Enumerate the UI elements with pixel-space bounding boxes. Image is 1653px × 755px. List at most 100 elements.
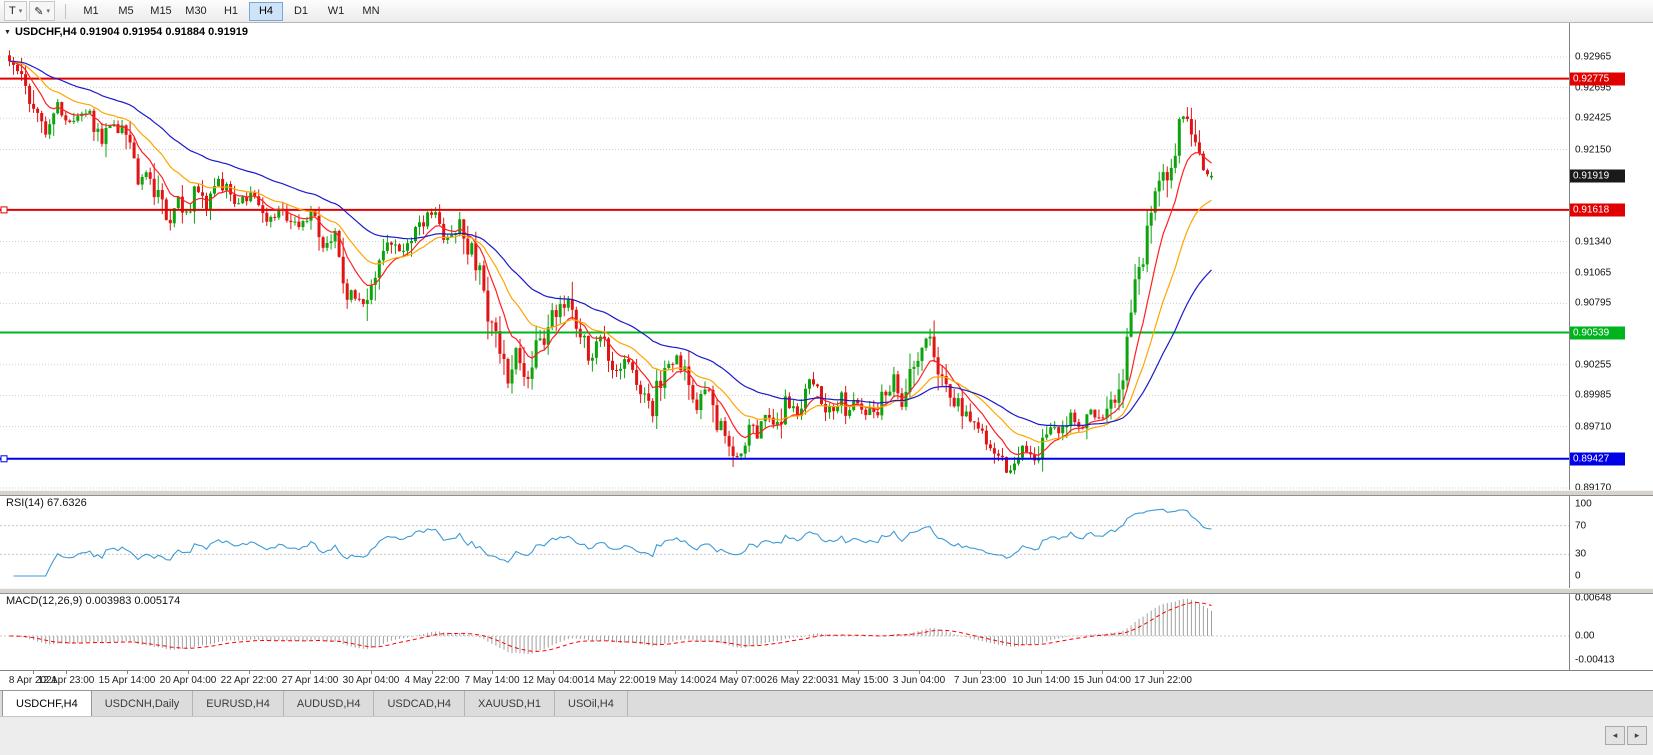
text-tool-button[interactable]: T ▾	[4, 1, 28, 21]
drawing-tool-button[interactable]: ✎ ▾	[29, 1, 55, 21]
price-badge-0.89427: 0.89427	[1570, 452, 1625, 466]
timeframe-m30[interactable]: M30	[185, 5, 207, 17]
grid-lines	[0, 56, 1569, 489]
chart-tabbar: USDCHF,H4 USDCNH,Daily EURUSD,H4 AUDUSD,H4 U…	[0, 690, 1653, 717]
time-tick	[553, 671, 554, 674]
ma-slow-line	[9, 60, 1212, 427]
splitter-price-rsi[interactable]	[0, 490, 1653, 496]
price-axis-label: 0.89710	[1575, 421, 1612, 433]
time-tick	[1102, 671, 1103, 674]
rsi-axis-label: 100	[1575, 498, 1592, 510]
rsi-label: RSI(14) 67.6326	[6, 497, 87, 509]
time-tick	[797, 671, 798, 674]
drawing-tool-icon: ✎	[34, 5, 44, 18]
price-scale[interactable]: 0.92965 0.92695 0.92425 0.92150 0.91340 0.910…	[1569, 22, 1653, 670]
timeframe-m5[interactable]: M5	[118, 5, 134, 17]
timeframe-h1[interactable]: H1	[223, 5, 239, 17]
tab-scrollbar: ◂ ▸	[1605, 726, 1647, 745]
time-tick	[188, 671, 189, 674]
ma-mid-line	[9, 60, 1212, 443]
time-tick	[33, 671, 34, 674]
tab-xauusd-h1[interactable]: XAUUSD,H1	[465, 691, 555, 717]
time-axis-label: 7 Jun 23:00	[953, 675, 1007, 686]
rsi-axis-label: 70	[1575, 520, 1587, 532]
tab-audusd-h4[interactable]: AUDUSD,H4	[284, 691, 375, 717]
time-tick	[858, 671, 859, 674]
time-axis-label: 26 May 22:00	[766, 675, 828, 686]
candles	[8, 50, 1213, 475]
ma-fast-line	[9, 60, 1212, 456]
time-axis-label: 20 Apr 04:00	[159, 675, 217, 686]
time-axis-label: 4 May 22:00	[404, 675, 460, 686]
tab-usdcnh-daily[interactable]: USDCNH,Daily	[92, 691, 194, 717]
toolbar-separator	[64, 3, 66, 19]
price-axis-label: 0.91065	[1575, 267, 1612, 279]
tab-usdchf-h4[interactable]: USDCHF,H4	[2, 691, 92, 717]
timeframe-mn[interactable]: MN	[362, 5, 380, 17]
hline-anchor[interactable]	[0, 206, 8, 214]
tab-eurusd-h4[interactable]: EURUSD,H4	[193, 691, 284, 717]
splitter-rsi-macd[interactable]	[0, 588, 1653, 594]
time-tick	[492, 671, 493, 674]
scroll-left-button[interactable]: ◂	[1605, 726, 1625, 745]
timeframe-m15[interactable]: M15	[150, 5, 172, 17]
price-axis-label: 0.90795	[1575, 297, 1612, 309]
price-axis-label: 0.90255	[1575, 359, 1612, 371]
price-axis-label: 0.92695	[1575, 82, 1612, 94]
macd-axis-label: 0.00648	[1575, 592, 1612, 604]
macd-canvas[interactable]	[0, 592, 1569, 670]
time-scale[interactable]: 8 Apr 2021 12 Apr 23:00 15 Apr 14:00 20 Apr…	[0, 670, 1653, 691]
price-chart-canvas[interactable]	[0, 22, 1569, 490]
price-chart-panel[interactable]: ▼ USDCHF,H4 0.91904 0.91954 0.91884 0.91…	[0, 22, 1569, 490]
text-tool-icon: T	[9, 5, 16, 17]
time-tick	[371, 671, 372, 674]
timeframe-m1[interactable]: M1	[83, 5, 99, 17]
time-axis-label: 14 May 22:00	[583, 675, 645, 686]
time-axis-label: 17 Jun 22:00	[1134, 675, 1192, 686]
rsi-canvas[interactable]	[0, 494, 1569, 588]
price-badge-0.91618: 0.91618	[1570, 203, 1625, 217]
rsi-panel[interactable]: RSI(14) 67.6326	[0, 494, 1569, 588]
price-badge-0.92775: 0.92775	[1570, 72, 1625, 86]
dropdown-caret-icon: ▾	[18, 8, 23, 15]
hline-anchor[interactable]	[0, 455, 8, 463]
macd-axis-label: 0.00	[1575, 630, 1595, 642]
time-axis-label: 15 Jun 04:00	[1073, 675, 1131, 686]
chart-collapse-arrow-icon[interactable]: ▼	[4, 28, 11, 36]
time-tick	[66, 671, 67, 674]
time-tick	[736, 671, 737, 674]
macd-axis-label: -0.00413	[1575, 654, 1615, 666]
timeframe-h4[interactable]: H4	[248, 1, 283, 21]
macd-panel[interactable]: MACD(12,26,9) 0.003983 0.005174	[0, 592, 1569, 670]
price-axis-label: 0.92425	[1575, 112, 1612, 124]
tab-usdcad-h4[interactable]: USDCAD,H4	[374, 691, 466, 717]
price-axis-label: 0.89170	[1575, 482, 1612, 494]
time-tick	[614, 671, 615, 674]
time-axis-label: 24 May 07:00	[705, 675, 767, 686]
time-axis-label: 7 May 14:00	[464, 675, 520, 686]
scroll-right-button[interactable]: ▸	[1627, 726, 1647, 745]
macd-label: MACD(12,26,9) 0.003983 0.005174	[6, 595, 181, 607]
dropdown-caret-icon: ▾	[46, 8, 50, 15]
time-axis-label: 12 May 04:00	[522, 675, 584, 686]
tab-usoil-h4[interactable]: USOil,H4	[555, 691, 628, 717]
time-axis-label: 3 Jun 04:00	[892, 675, 946, 686]
time-axis-label: 22 Apr 22:00	[220, 675, 278, 686]
price-axis-label: 0.89985	[1575, 389, 1612, 401]
rsi-axis-label: 30	[1575, 548, 1587, 560]
time-axis-label: 10 Jun 14:00	[1012, 675, 1070, 686]
time-axis-label: 27 Apr 14:00	[281, 675, 339, 686]
time-axis-label: 12 Apr 23:00	[37, 675, 95, 686]
timeframe-d1[interactable]: D1	[293, 5, 309, 17]
time-tick	[919, 671, 920, 674]
timeframe-w1[interactable]: W1	[327, 5, 345, 17]
bottom-strip: ◂ ▸	[0, 716, 1653, 755]
rsi-axis-label: 0	[1575, 570, 1581, 582]
time-axis-label: 31 May 15:00	[827, 675, 889, 686]
price-badge-current: 0.91919	[1570, 169, 1625, 183]
rsi-line	[13, 508, 1212, 577]
macd-histogram	[13, 598, 1212, 654]
time-tick	[310, 671, 311, 674]
time-axis-label: 30 Apr 04:00	[342, 675, 400, 686]
